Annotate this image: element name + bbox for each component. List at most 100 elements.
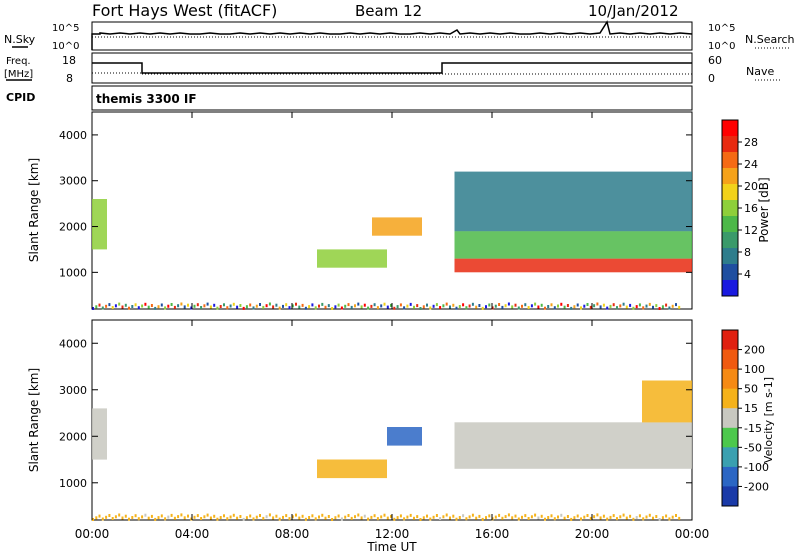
vel-ground-point [534, 513, 537, 517]
power-ground-point [399, 303, 402, 307]
power-ground-point [308, 305, 311, 309]
power-ground-point [593, 304, 596, 308]
xtick-label: 08:00 [275, 527, 310, 541]
power-ground-point [432, 304, 435, 308]
vel-ground-point [360, 516, 363, 520]
power-ground-point [147, 305, 150, 309]
vel-ground-point [642, 517, 645, 521]
power-ground-point [638, 303, 641, 307]
power-ground-point [344, 304, 347, 308]
beam-label: Beam 12 [355, 2, 422, 20]
vel-ground-point [429, 517, 432, 521]
velocity-yaxis: 1000 2000 3000 4000 [59, 337, 692, 490]
power-ground-point [671, 304, 674, 308]
vel-ground-point [255, 515, 258, 519]
vel-colorbar-tick-label: 15 [744, 402, 758, 415]
power-ground-point [150, 304, 153, 307]
vel-ground-point [324, 516, 327, 520]
vel-colorbar-segment [722, 427, 738, 448]
power-colorbar-segment [722, 120, 738, 137]
power-ground-point [491, 306, 494, 310]
power-ground-point [298, 305, 301, 309]
nave-label: Nave [746, 65, 774, 78]
power-ground-point [642, 306, 645, 310]
power-ytick-label: 3000 [59, 175, 87, 188]
power-ground-point [665, 303, 668, 307]
power-ground-point [114, 304, 117, 308]
vel-ground-point [226, 517, 229, 521]
xtick-label: 04:00 [175, 527, 210, 541]
freq-frame [91, 52, 693, 84]
vel-ground-point [524, 514, 527, 518]
vel-ground-point [239, 515, 242, 518]
power-ground-point [265, 304, 268, 308]
power-ground-point [301, 303, 304, 307]
vel-ground-point [187, 514, 189, 518]
vel-ground-point [183, 516, 186, 520]
power-ground-point [157, 305, 160, 309]
power-ground-point [318, 304, 320, 308]
power-ground-point [124, 303, 127, 307]
vel-ground-point [432, 515, 435, 519]
nave-trace [92, 72, 692, 75]
mode-strip [91, 85, 693, 111]
cpid-label: CPID [6, 91, 35, 104]
power-ground-point [557, 304, 559, 308]
power-colorbar-label: Power [dB] [757, 177, 771, 242]
vel-ground-point [557, 515, 559, 519]
vel-ground-point [190, 517, 193, 521]
vel-ground-point [481, 517, 484, 521]
power-ground-point [445, 302, 448, 306]
vel-ground-point [645, 515, 648, 519]
power-ground-point [635, 305, 638, 309]
power-ground-point [219, 305, 222, 308]
vel-ground-point [144, 513, 147, 517]
power-ground-point [226, 306, 229, 310]
power-colorbar-tick-label: 16 [744, 202, 758, 215]
vel-ground-point [170, 513, 173, 517]
power-ground-point [530, 304, 533, 308]
vel-ground-point [101, 517, 104, 521]
power-ground-point [311, 303, 314, 307]
vel-ground-point [422, 516, 425, 520]
power-colorbar-tick-label: 4 [744, 268, 751, 281]
power-ground-point [419, 307, 422, 310]
xtick-label: 20:00 [575, 527, 610, 541]
power-echo-region-5 [454, 171, 692, 232]
vel-ground-point [232, 513, 235, 517]
power-ground-point [589, 305, 592, 309]
nsearch-tick-top: 10^5 [708, 23, 735, 34]
vel-ground-point [180, 513, 183, 517]
vel-ground-point [606, 517, 609, 521]
power-ground-point [655, 304, 658, 308]
nsky-tick-bottom: 10^0 [52, 41, 79, 52]
vel-ground-point [609, 515, 612, 519]
power-ground-point [367, 306, 370, 310]
power-ground-point [167, 304, 170, 308]
vel-ground-point [370, 515, 373, 519]
vel-ground-point [278, 517, 281, 521]
power-ground-point [386, 305, 389, 309]
power-ground-point [137, 306, 140, 310]
nave-tick-bottom: 0 [708, 72, 715, 85]
power-ground-point [566, 304, 569, 307]
power-ground-point [363, 303, 366, 307]
vel-ground-point [616, 517, 618, 521]
vel-ground-point [498, 513, 501, 517]
vel-ground-point [298, 516, 301, 520]
power-ground-point [514, 303, 517, 307]
vel-ground-point [134, 514, 137, 518]
vel-ground-point [465, 517, 468, 521]
vel-ground-point [416, 515, 419, 519]
power-ground-point [321, 302, 324, 306]
power-ground-point [380, 304, 383, 308]
power-colorbar-segment [722, 248, 738, 265]
power-echo-region-2 [372, 217, 422, 236]
power-ground-point [376, 306, 379, 310]
power-ground-point [173, 305, 176, 309]
power-ground-point [553, 306, 556, 310]
power-ground-point [580, 306, 582, 310]
power-colorbar-tick-label: 28 [744, 136, 758, 149]
power-ground-point [606, 306, 609, 310]
